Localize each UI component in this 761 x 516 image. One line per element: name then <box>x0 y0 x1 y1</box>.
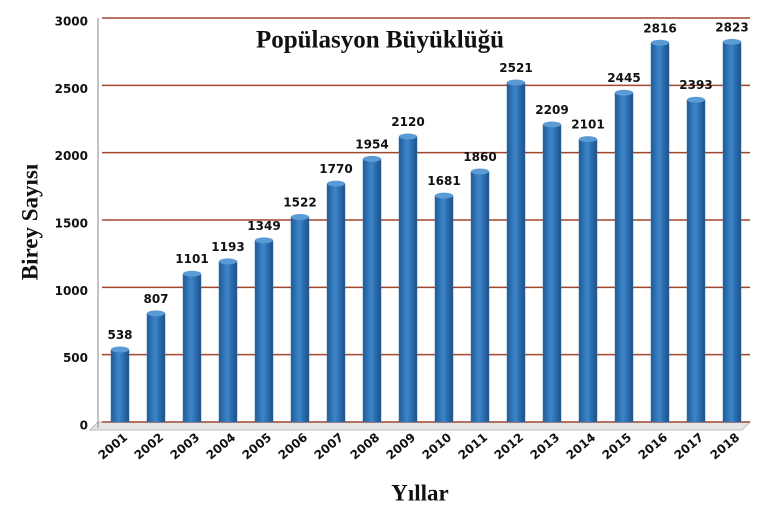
value-label: 807 <box>143 292 168 306</box>
x-tick-label: 2006 <box>276 430 311 462</box>
y-tick-label: 2000 <box>55 149 88 163</box>
value-label: 1860 <box>463 150 496 164</box>
bar <box>254 237 274 423</box>
x-tick-label: 2018 <box>708 430 743 462</box>
value-label: 2209 <box>535 103 568 117</box>
y-tick-label: 1000 <box>55 284 88 298</box>
bar <box>110 346 130 423</box>
value-label: 2521 <box>499 61 532 75</box>
y-tick-label: 500 <box>63 351 88 365</box>
y-tick-label: 0 <box>80 419 88 433</box>
value-label: 2445 <box>607 71 640 85</box>
bar <box>470 168 490 423</box>
value-label: 2101 <box>571 118 604 132</box>
x-tick-label: 2012 <box>492 430 527 462</box>
value-label: 1770 <box>319 162 352 176</box>
x-tick-label: 2011 <box>456 430 491 462</box>
chart-title: Popülasyon Büyüklüğü <box>256 27 504 54</box>
x-tick-label: 2009 <box>384 430 419 462</box>
x-tick-label: 2014 <box>564 430 599 462</box>
value-label: 1681 <box>427 174 460 188</box>
bar <box>434 192 454 423</box>
bar <box>326 180 346 423</box>
bar <box>146 310 166 423</box>
x-tick-label: 2004 <box>204 430 239 462</box>
value-label: 2393 <box>679 78 712 92</box>
bar <box>362 155 382 423</box>
bar <box>722 38 742 423</box>
bar <box>686 96 706 423</box>
bar <box>578 136 598 423</box>
y-axis-title: Birey Sayısı <box>17 163 42 280</box>
bar <box>614 89 634 423</box>
x-tick-label: 2008 <box>348 430 383 462</box>
x-tick-label: 2003 <box>168 430 203 462</box>
y-tick-label: 2500 <box>55 82 88 96</box>
y-tick-label: 3000 <box>55 15 88 29</box>
value-label: 2823 <box>715 20 748 34</box>
x-tick-label: 2010 <box>420 430 455 462</box>
x-tick-label: 2016 <box>636 430 671 462</box>
value-label: 1193 <box>211 240 244 254</box>
bar <box>506 79 526 423</box>
x-tick-label: 2015 <box>600 430 635 462</box>
y-tick-label: 1500 <box>55 217 88 231</box>
bar <box>218 258 238 423</box>
x-tick-label: 2007 <box>312 430 347 462</box>
bar <box>182 270 202 423</box>
floor <box>88 421 752 431</box>
bar <box>542 121 562 423</box>
bar <box>398 133 418 423</box>
x-axis-title: Yıllar <box>391 480 449 505</box>
x-tick-label: 2005 <box>240 430 275 462</box>
value-label: 538 <box>107 328 132 342</box>
bar <box>290 214 310 423</box>
x-tick-label: 2017 <box>672 430 707 462</box>
value-label: 1349 <box>247 219 280 233</box>
x-tick-label: 2001 <box>96 430 131 462</box>
value-label: 2120 <box>391 115 424 129</box>
value-label: 1522 <box>283 196 316 210</box>
x-tick-label: 2013 <box>528 430 563 462</box>
value-label: 2816 <box>643 21 676 35</box>
value-label: 1101 <box>175 252 208 266</box>
x-tick-label: 2002 <box>132 430 167 462</box>
value-label: 1954 <box>355 137 388 151</box>
bar <box>650 39 670 423</box>
